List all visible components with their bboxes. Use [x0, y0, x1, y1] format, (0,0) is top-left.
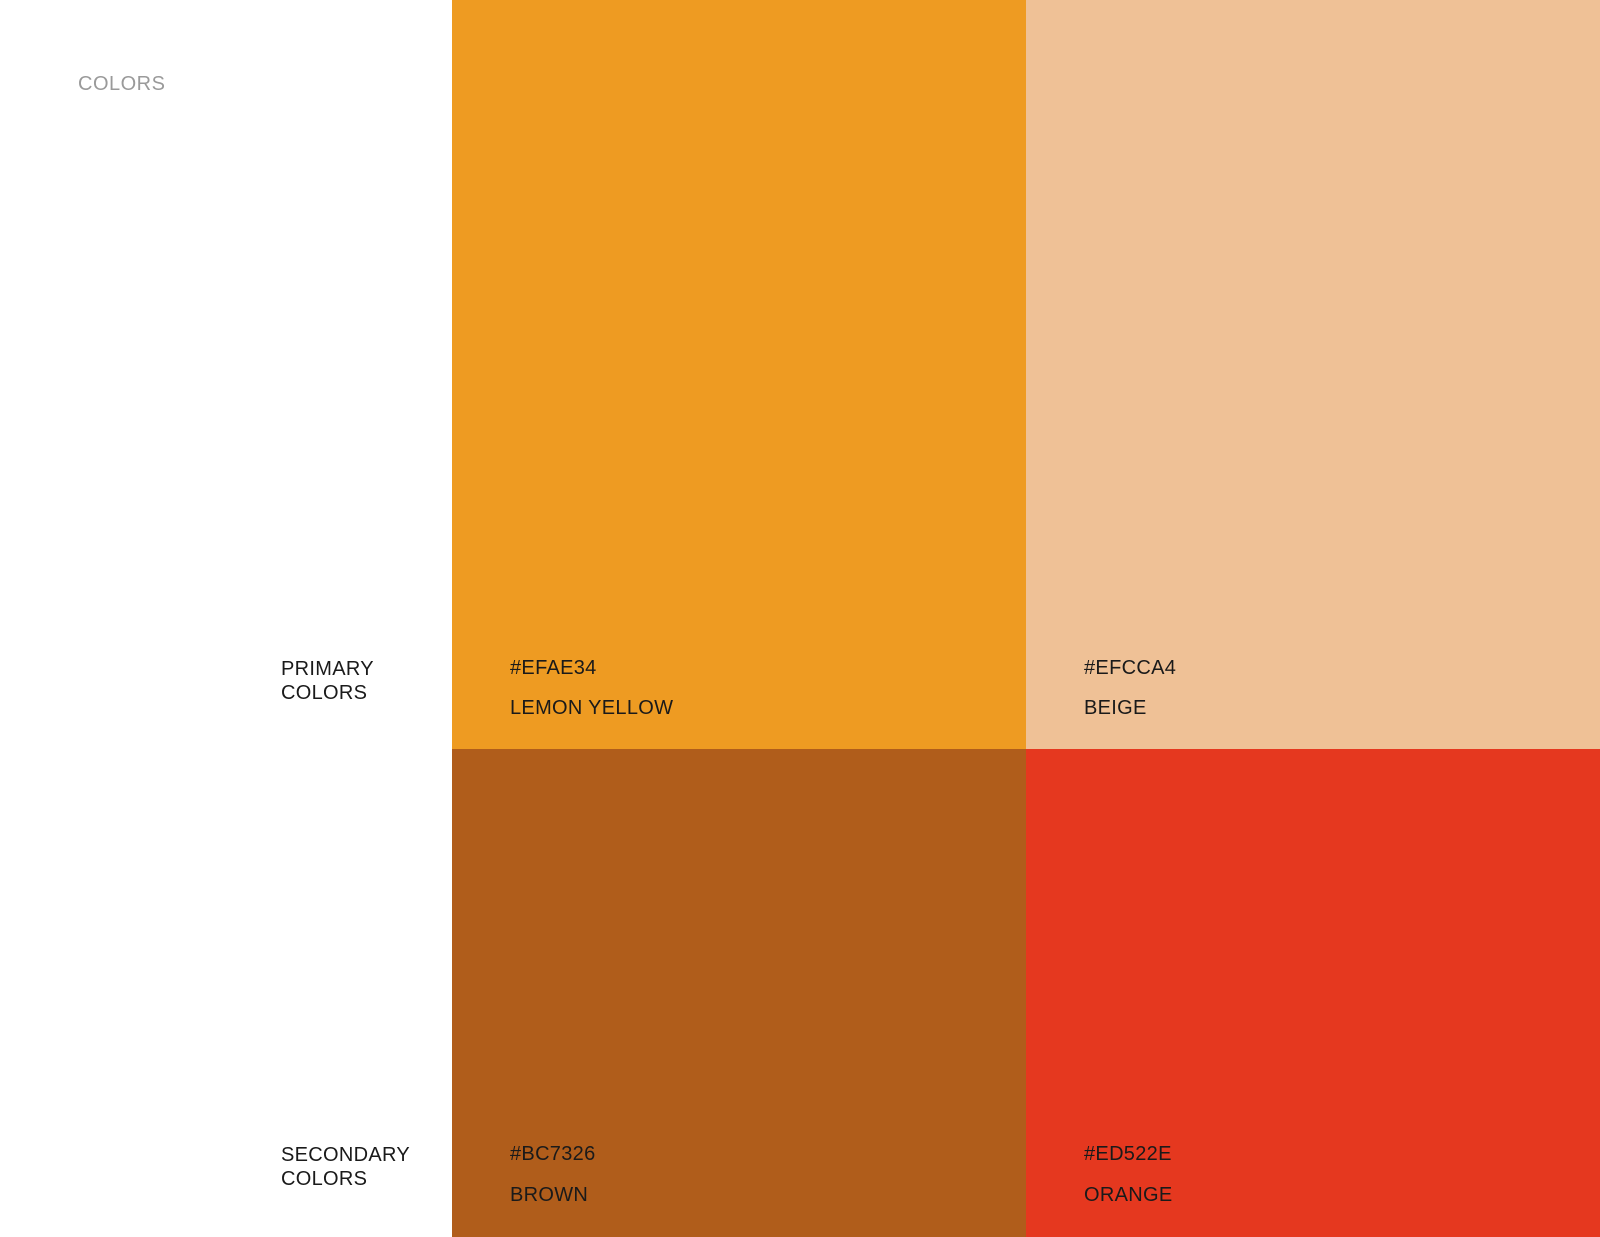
section-title: COLORS — [78, 73, 166, 95]
swatch-color-name: BEIGE — [1084, 697, 1147, 719]
swatch-hex-code: #BC7326 — [510, 1143, 596, 1165]
swatch-hex-code: #EFAE34 — [510, 657, 597, 679]
primary-label-line1: PRIMARY — [281, 658, 374, 680]
swatch-brown: #BC7326 BROWN — [452, 749, 1026, 1237]
secondary-label-line1: SECONDARY — [281, 1144, 411, 1166]
swatch-hex-code: #EFCCA4 — [1084, 657, 1177, 679]
secondary-colors-label: SECONDARY COLORS — [281, 1143, 441, 1191]
primary-label-line2: COLORS — [281, 682, 368, 704]
swatch-color-name: LEMON YELLOW — [510, 697, 674, 719]
swatch-color-name: ORANGE — [1084, 1184, 1173, 1206]
primary-colors-label: PRIMARY COLORS — [281, 657, 441, 705]
swatch-beige: #EFCCA4 BEIGE — [1026, 0, 1600, 749]
swatch-lemon-yellow: #EFAE34 LEMON YELLOW — [452, 0, 1026, 749]
swatch-hex-code: #ED522E — [1084, 1143, 1172, 1165]
secondary-label-line2: COLORS — [281, 1168, 368, 1190]
swatch-orange: #ED522E ORANGE — [1026, 749, 1600, 1237]
swatch-color-name: BROWN — [510, 1184, 589, 1206]
